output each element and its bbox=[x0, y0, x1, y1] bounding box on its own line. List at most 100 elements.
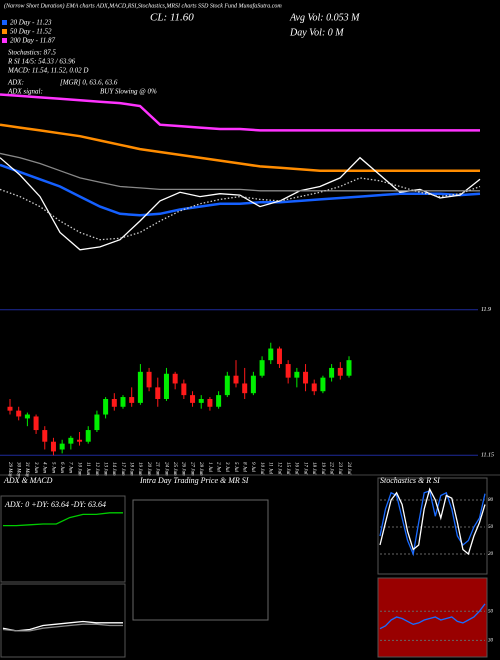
annotation: [MGR] 0, 63.6, 63.6 bbox=[60, 79, 118, 87]
x-tick-label: 18 Jun bbox=[129, 462, 134, 476]
series-line bbox=[0, 123, 480, 172]
x-tick-label: 30 May bbox=[16, 462, 21, 478]
x-tick-label: 8 Jul bbox=[242, 462, 247, 472]
candle-body bbox=[146, 371, 152, 388]
x-tick-label: 21 Jun bbox=[155, 462, 160, 476]
x-tick-label: 6 Jun bbox=[59, 462, 64, 473]
chart-title: (Narrow Short Duration) EMA charts ADX,M… bbox=[4, 2, 282, 9]
x-tick-label: 25 Jun bbox=[172, 462, 177, 476]
x-tick-label: 16 Jul bbox=[294, 462, 299, 475]
candle-body bbox=[129, 397, 135, 403]
candle-body bbox=[50, 441, 56, 452]
candle-body bbox=[294, 371, 300, 378]
series-line bbox=[2, 620, 123, 632]
candle-body bbox=[329, 367, 335, 378]
x-tick-label: 12 Jun bbox=[94, 462, 99, 476]
candle-body bbox=[320, 377, 326, 392]
x-tick-label: 19 Jun bbox=[137, 462, 142, 476]
x-tick-label: 5 Jun bbox=[50, 462, 55, 473]
candle-body bbox=[207, 399, 213, 407]
annotation: R SI 14/5: 54.33 / 63.96 bbox=[7, 58, 76, 66]
annotation: BUY Slowing @ 0% bbox=[100, 88, 157, 96]
candle-body bbox=[198, 399, 204, 403]
annotation: MACD: 11.54, 11.52, 0.02 D bbox=[7, 67, 88, 75]
y-tick-label: 50 bbox=[488, 525, 494, 530]
x-tick-label: 15 Jul bbox=[285, 462, 290, 475]
y-tick-label: 50 bbox=[488, 609, 494, 614]
candle-body bbox=[242, 383, 248, 394]
series-line bbox=[379, 490, 486, 557]
legend-label: 20 Day - 11.23 bbox=[10, 19, 52, 27]
series-line bbox=[0, 156, 481, 251]
candle-body bbox=[94, 414, 100, 431]
y-tick-label: 80 bbox=[488, 498, 494, 503]
series-line bbox=[0, 177, 481, 241]
candle-body bbox=[224, 375, 230, 396]
candle-body bbox=[111, 399, 117, 407]
y-tick-label: 20 bbox=[488, 552, 494, 557]
candle-body bbox=[346, 360, 352, 376]
x-tick-label: 11 Jun bbox=[85, 462, 90, 476]
candle-body bbox=[68, 437, 74, 444]
annotation: ADX: bbox=[7, 79, 24, 87]
x-tick-label: 20 Jun bbox=[146, 462, 151, 476]
x-tick-label: 14 Jun bbox=[111, 462, 116, 476]
x-tick-label: 5 Jul bbox=[233, 462, 238, 472]
chart-title: ADX & MACD bbox=[3, 476, 53, 485]
candle-body bbox=[120, 397, 126, 407]
x-tick-label: 10 Jul bbox=[259, 462, 264, 475]
annotation: CL: 11.60 bbox=[150, 12, 194, 24]
x-tick-label: 22 Jul bbox=[328, 462, 333, 475]
candle-body bbox=[42, 430, 48, 442]
legend-label: 200 Day - 11.87 bbox=[10, 37, 55, 45]
intraday-panel bbox=[132, 499, 269, 621]
x-tick-label: 23 Jul bbox=[337, 462, 342, 475]
candle-body bbox=[137, 371, 143, 403]
candle-body bbox=[268, 348, 274, 361]
x-tick-label: 3 Jul bbox=[224, 462, 229, 472]
candle-body bbox=[163, 373, 169, 399]
x-tick-label: 10 Jun bbox=[76, 462, 81, 476]
x-tick-label: 26 Jun bbox=[181, 462, 186, 476]
candle-body bbox=[59, 443, 65, 450]
x-tick-label: 31 May bbox=[24, 462, 29, 478]
chart-title: Intra Day Trading Price & MR SI bbox=[139, 476, 249, 485]
x-tick-label: 12 Jul bbox=[276, 462, 281, 475]
x-tick-label: 2 Jul bbox=[215, 462, 220, 472]
series-line bbox=[3, 512, 123, 527]
annotation: ADX signal: bbox=[7, 88, 43, 96]
x-tick-label: 17 Jun bbox=[120, 462, 125, 476]
adx-panel bbox=[0, 495, 126, 583]
candle-body bbox=[103, 399, 109, 415]
series-line bbox=[2, 623, 123, 632]
candle-body bbox=[190, 395, 196, 403]
legend-swatch bbox=[2, 29, 7, 34]
legend-label: 50 Day - 11.52 bbox=[10, 28, 52, 36]
candle-body bbox=[77, 439, 83, 442]
x-tick-label: 11 Jul bbox=[268, 462, 273, 475]
candle-body bbox=[33, 416, 39, 431]
candle-body bbox=[303, 371, 309, 384]
candle-body bbox=[85, 430, 91, 442]
series-line bbox=[379, 603, 486, 630]
candle-body bbox=[276, 348, 282, 365]
candle-body bbox=[24, 414, 30, 419]
x-tick-label: 7 Jun bbox=[68, 462, 73, 473]
x-tick-label: 24 Jul bbox=[346, 462, 351, 475]
x-tick-label: 24 Jun bbox=[163, 462, 168, 476]
x-tick-label: 1 Jul bbox=[207, 462, 212, 472]
x-tick-label: 9 Jul bbox=[250, 462, 255, 472]
x-tick-label: 17 Jul bbox=[302, 462, 307, 475]
candle-body bbox=[155, 387, 161, 399]
candle-body bbox=[7, 406, 13, 411]
x-tick-label: 27 Jun bbox=[189, 462, 194, 476]
annotation: Stochastics: 87.5 bbox=[8, 49, 56, 57]
x-tick-label: 3 Jun bbox=[33, 462, 38, 473]
x-tick-label: 29 May bbox=[7, 462, 12, 478]
x-tick-label: 4 Jun bbox=[42, 462, 47, 473]
series-line bbox=[0, 152, 480, 192]
candle-body bbox=[259, 360, 265, 376]
series-line bbox=[0, 93, 480, 132]
candle-body bbox=[181, 383, 187, 396]
